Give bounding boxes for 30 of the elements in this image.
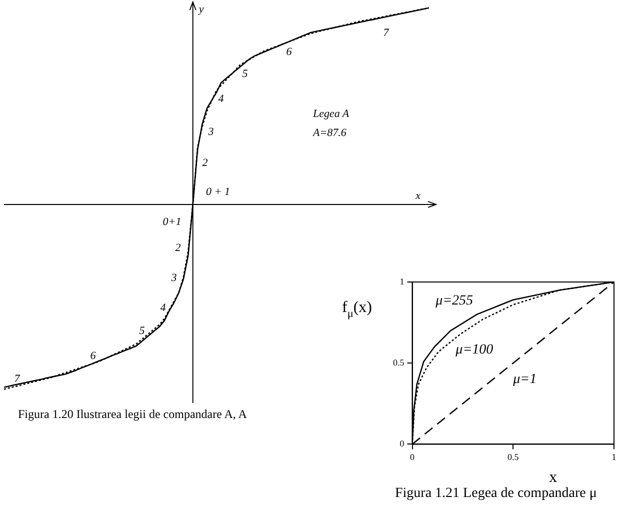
- annotation: 0 + 1: [206, 186, 230, 198]
- annotation: Legea A: [312, 108, 350, 120]
- annotation: 0+1: [162, 216, 182, 228]
- annotation: 4: [218, 92, 224, 105]
- annotation: 7: [383, 26, 390, 39]
- annotation: 5: [242, 68, 248, 80]
- annotation: 6: [90, 350, 96, 362]
- series-label: μ=255: [434, 293, 474, 308]
- x-tick-label: 1: [612, 452, 616, 462]
- x-tick-label: 0.5: [508, 452, 520, 462]
- annotation: 5: [139, 324, 146, 337]
- x-axis-title: x: [414, 190, 421, 202]
- annotation: 3: [170, 272, 178, 284]
- annotation: 6: [286, 46, 292, 58]
- y-tick-label: 0.5: [393, 357, 405, 368]
- text: Figura 1.20 Ilustrarea legii de compandare A, A: [18, 407, 440, 422]
- x-axis-title: x: [549, 469, 558, 486]
- y-tick-label: 0: [400, 438, 405, 449]
- annotation: A=87.6: [312, 126, 347, 139]
- y-axis-title: y: [198, 3, 204, 16]
- annotation: 4: [160, 302, 166, 314]
- x-tick-label: 0: [410, 452, 415, 462]
- series-label: μ=1: [512, 372, 537, 387]
- y-tick-label: 1: [400, 276, 404, 286]
- annotation: 2: [202, 156, 208, 169]
- series-label: μ=100: [454, 342, 494, 358]
- annotation: 7: [14, 372, 20, 385]
- annotation: 3: [207, 126, 214, 138]
- text: Figura 1.21 Legea de compandare μ: [395, 486, 626, 502]
- annotation: 2: [175, 242, 182, 254]
